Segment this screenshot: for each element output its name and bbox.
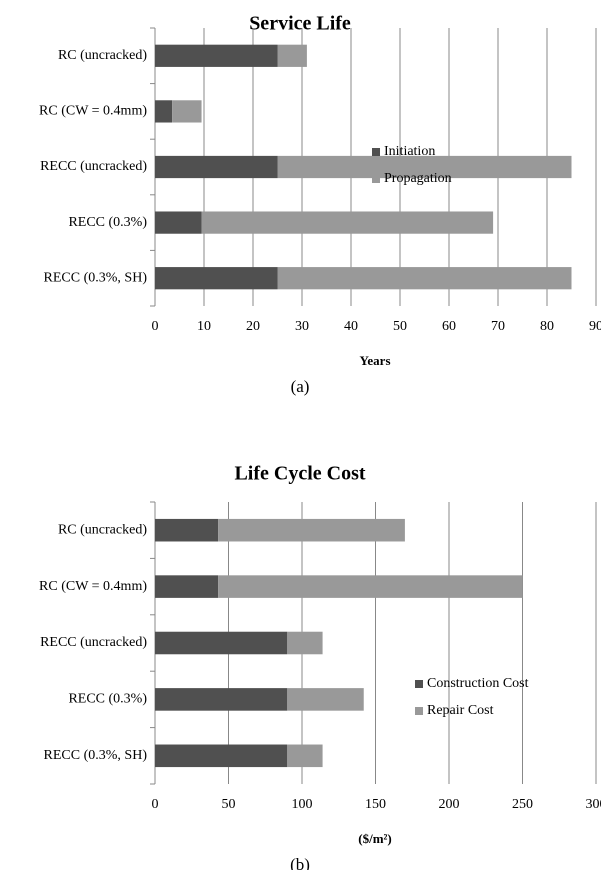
caption: (b) xyxy=(290,855,310,870)
x-tick-label: 250 xyxy=(512,797,533,812)
bar-segment xyxy=(277,155,572,179)
bar-segment xyxy=(155,211,202,234)
bar-segment xyxy=(277,44,307,67)
y-tick-label: RC (uncracked) xyxy=(58,48,147,63)
y-tick-label: RECC (uncracked) xyxy=(40,635,147,650)
legend-label: Construction Cost xyxy=(427,676,529,691)
bar-segment xyxy=(155,518,219,542)
caption: (a) xyxy=(291,377,310,396)
bar-segment xyxy=(155,631,288,655)
x-tick-label: 70 xyxy=(491,319,505,334)
legend-label: Repair Cost xyxy=(427,703,494,718)
x-tick-label: 60 xyxy=(442,319,456,334)
x-tick-label: 50 xyxy=(393,319,407,334)
x-tick-label: 300 xyxy=(586,797,601,812)
chart-title: Service Life xyxy=(249,13,351,35)
y-tick-label: RECC (0.3%, SH) xyxy=(44,748,148,763)
x-tick-label: 20 xyxy=(246,319,260,334)
x-tick-label: 30 xyxy=(295,319,309,334)
bar-segment xyxy=(155,44,278,67)
legend-swatch xyxy=(372,148,380,156)
bar-segment xyxy=(155,744,288,768)
y-tick-label: RC (uncracked) xyxy=(58,522,147,537)
legend-swatch xyxy=(415,707,423,715)
y-tick-label: RECC (0.3%) xyxy=(68,215,147,230)
bar-segment xyxy=(287,631,323,655)
x-tick-label: 150 xyxy=(365,797,386,812)
bar-segment xyxy=(218,518,405,542)
bar-segment xyxy=(287,744,323,768)
x-tick-label: 0 xyxy=(152,319,159,334)
y-tick-label: RECC (uncracked) xyxy=(40,159,147,174)
x-tick-label: 200 xyxy=(439,797,460,812)
legend-swatch xyxy=(415,680,423,688)
bar-segment xyxy=(218,575,523,598)
legend-label: Initiation xyxy=(384,144,435,159)
bar-segment xyxy=(277,267,572,290)
bar-segment xyxy=(287,688,364,711)
x-tick-label: 100 xyxy=(292,797,313,812)
bar-segment xyxy=(155,575,219,598)
x-tick-label: 0 xyxy=(152,797,159,812)
x-tick-label: 40 xyxy=(344,319,358,334)
chart-title: Life Cycle Cost xyxy=(234,463,365,485)
y-tick-label: RC (CW = 0.4mm) xyxy=(39,104,147,119)
x-tick-label: 80 xyxy=(540,319,554,334)
x-tick-label: 90 xyxy=(589,319,601,334)
x-axis-label: ($/m²) xyxy=(358,831,392,846)
bar-segment xyxy=(155,267,278,290)
x-axis-label: Years xyxy=(359,353,390,368)
y-tick-label: RECC (0.3%) xyxy=(68,692,147,707)
bar-segment xyxy=(201,211,494,234)
legend-swatch xyxy=(372,175,380,183)
bar-segment xyxy=(155,688,288,711)
y-tick-label: RECC (0.3%, SH) xyxy=(44,270,148,285)
bar-segment xyxy=(155,155,278,179)
x-tick-label: 10 xyxy=(197,319,211,334)
y-tick-label: RC (CW = 0.4mm) xyxy=(39,579,147,594)
bar-segment xyxy=(172,100,202,123)
bar-segment xyxy=(155,100,173,123)
legend-label: Propagation xyxy=(384,171,452,186)
x-tick-label: 50 xyxy=(222,797,236,812)
